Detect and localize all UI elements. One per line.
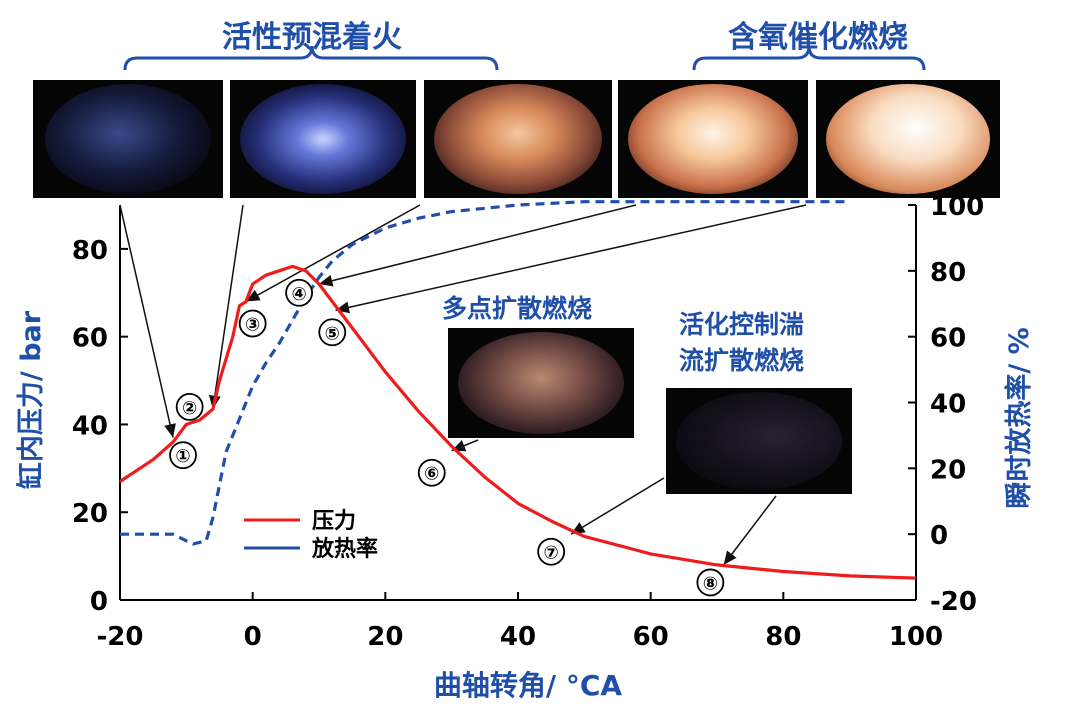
flame-photo-2 [230, 80, 416, 198]
x-tick-label: -20 [97, 622, 144, 652]
x-tick-label: 80 [765, 622, 801, 652]
stage-marker-label: ⑥ [424, 464, 439, 485]
y-right-tick-label: 60 [930, 324, 966, 354]
multipoint-diffusion-label: 多点扩散燃烧 [442, 294, 593, 323]
y-right-tick-label: 100 [930, 192, 984, 222]
stage-marker-label: ② [182, 398, 197, 419]
stage-marker-circle [696, 568, 725, 597]
y-right-tick-label: 20 [930, 455, 966, 485]
y-right-tick-label: 80 [930, 258, 966, 288]
turbulent-diffusion-label-line1: 活化控制湍 [679, 310, 805, 339]
x-tick-label: 0 [244, 622, 262, 652]
stage-marker-circle [417, 458, 446, 487]
y-left-tick-label: 60 [72, 324, 108, 354]
y-right-tick-label: 40 [930, 390, 966, 420]
y-left-tick-label: 80 [72, 236, 108, 266]
photo-pointer-arrow [245, 204, 421, 303]
stage-marker-label: ④ [291, 284, 306, 305]
y-left-tick-label: 40 [72, 411, 108, 441]
x-tick-label: 40 [500, 622, 536, 652]
legend-pressure-label: 压力 [312, 509, 356, 534]
y-right-tick-label: -20 [930, 587, 977, 617]
stage-marker-circle [537, 537, 566, 566]
premixed-bracket [123, 45, 499, 71]
y-axis-right-title: 瞬时放热率/ % [1003, 327, 1035, 508]
oxygenated-combustion-title: 含氧催化燃烧 [728, 20, 908, 55]
photo-pointer-arrow [208, 204, 244, 410]
y-right-tick-label: 0 [930, 521, 948, 551]
flame-photo-5 [816, 80, 1000, 198]
photo-pointer-arrow [570, 477, 665, 535]
flame-photo-7 [666, 388, 852, 494]
stage-marker-label: ⑤ [325, 323, 340, 344]
flame-photo-1 [33, 80, 223, 198]
flame-photo-6 [448, 328, 634, 438]
x-tick-label: 20 [367, 622, 403, 652]
photo-pointer-arrow [335, 204, 807, 314]
flame-photo-4 [618, 80, 808, 198]
stage-marker-label: ① [175, 446, 190, 467]
x-axis-title: 曲轴转角/ °CA [434, 669, 623, 702]
photo-pointer-arrow [119, 204, 176, 438]
stage-marker-circle [175, 392, 204, 421]
flame-photo-3 [424, 80, 612, 198]
stage-marker-label: ③ [245, 315, 260, 336]
oxygenated-bracket [692, 45, 926, 71]
y-axis-left-title: 缸内压力/ bar [15, 310, 47, 489]
stage-marker-circle [318, 318, 347, 347]
stage-marker-circle [285, 278, 314, 307]
y-left-tick-label: 0 [90, 587, 108, 617]
legend-heat-release-label: 放热率 [311, 536, 378, 562]
x-tick-label: 100 [889, 622, 943, 652]
turbulent-diffusion-label-line2: 流扩散燃烧 [679, 346, 805, 375]
stage-marker-label: ⑦ [544, 543, 559, 564]
x-tick-label: 60 [633, 622, 669, 652]
photo-pointer-arrow [318, 204, 637, 287]
series-line-1 [120, 200, 850, 546]
stage-marker-circle [169, 441, 197, 470]
photo-pointer-arrow [723, 495, 777, 566]
stage-marker-label: ⑧ [703, 573, 718, 594]
y-left-tick-label: 20 [72, 499, 108, 529]
stage-marker-circle [238, 309, 267, 338]
series-line-0 [119, 264, 917, 580]
